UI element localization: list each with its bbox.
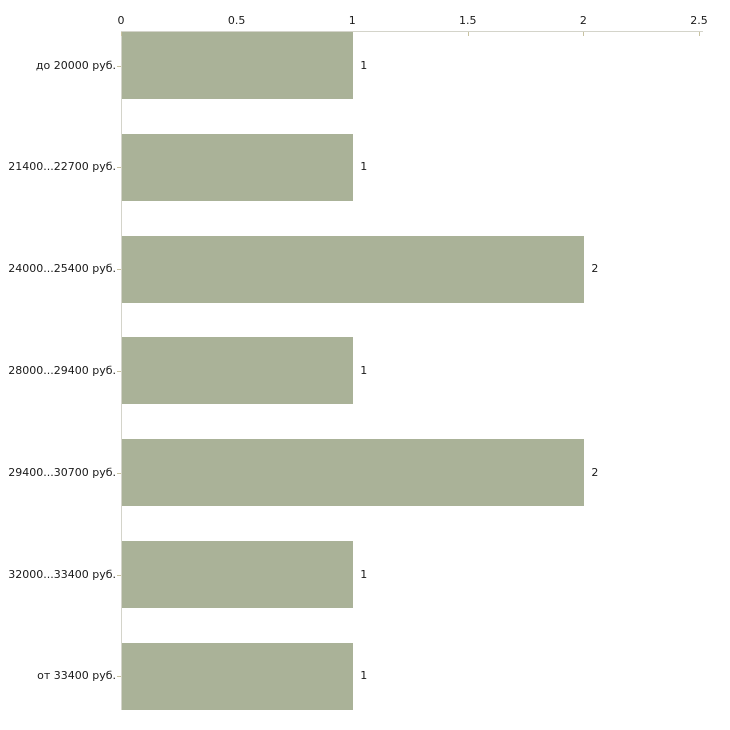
bar-value-label: 1 (360, 58, 368, 72)
category-label: 28000...29400 руб. (8, 363, 116, 377)
bar-value-label: 1 (360, 363, 368, 377)
x-tick (467, 32, 469, 36)
y-axis-line (121, 31, 122, 710)
category-tick (117, 472, 121, 474)
bar (122, 642, 354, 710)
x-tick-label: 1 (348, 14, 356, 27)
x-tick-label: 2 (579, 14, 587, 27)
category-label: до 20000 руб. (35, 58, 116, 72)
category-label: 32000...33400 руб. (8, 567, 116, 581)
category-label: 29400...30700 руб. (8, 465, 116, 479)
x-tick (583, 32, 585, 36)
category-tick (117, 676, 121, 678)
x-tick-label: 2.5 (690, 14, 708, 27)
x-axis-line (121, 31, 703, 32)
category-label: 24000...25400 руб. (8, 262, 116, 276)
bar-value-label: 2 (591, 262, 599, 276)
bar (122, 133, 354, 201)
bar-value-label: 1 (360, 567, 368, 581)
category-tick (117, 574, 121, 576)
category-tick (117, 167, 121, 169)
category-label: 21400...22700 руб. (8, 160, 116, 174)
category-tick (117, 65, 121, 67)
bar (122, 337, 354, 405)
bar-value-label: 2 (591, 465, 599, 479)
x-tick-label: 1.5 (459, 14, 477, 27)
bar-value-label: 1 (360, 669, 368, 683)
category-label: от 33400 руб. (37, 669, 116, 683)
category-tick (117, 370, 121, 372)
category-tick (117, 269, 121, 271)
bar (122, 541, 354, 608)
bar-value-label: 1 (360, 160, 368, 174)
x-tick-label: 0 (117, 14, 125, 27)
x-tick (121, 32, 122, 36)
bar (122, 439, 585, 507)
x-tick-label: 0.5 (227, 14, 246, 27)
bar (122, 32, 354, 99)
x-tick (699, 32, 700, 36)
bar (122, 235, 585, 303)
